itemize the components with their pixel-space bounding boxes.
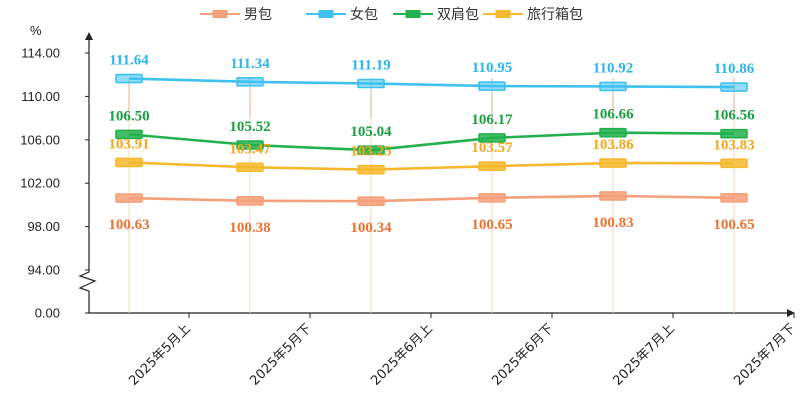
legend-item-2: 女包 xyxy=(306,6,378,23)
data-label: 103.91 xyxy=(108,136,149,152)
legend-marker xyxy=(495,10,511,18)
data-point xyxy=(236,77,264,87)
x-tick-label: 2025年7月下 xyxy=(731,321,798,388)
series-4 xyxy=(115,157,748,175)
series-line xyxy=(128,194,735,203)
legend-label: 男包 xyxy=(244,7,272,23)
y-tick-label: 98.00 xyxy=(27,219,60,234)
data-label: 103.47 xyxy=(229,141,271,157)
x-tick-label: 2025年6月上 xyxy=(368,321,435,388)
data-label: 106.66 xyxy=(592,107,634,123)
data-point xyxy=(720,128,748,139)
data-label: 105.04 xyxy=(350,124,392,140)
y-tick-label: 106.00 xyxy=(20,132,60,147)
x-axis: 2025年5月上 2025年5月下 2025年6月上 2025年6月下 2025年7月上… xyxy=(89,309,799,389)
data-point xyxy=(478,193,506,203)
series-1 xyxy=(115,191,748,207)
data-point xyxy=(115,73,143,84)
x-tick-label: 2025年7月上 xyxy=(610,321,677,388)
series-2 xyxy=(115,73,748,92)
data-point xyxy=(115,193,143,203)
data-label: 105.52 xyxy=(229,119,270,135)
data-label: 106.50 xyxy=(108,108,149,124)
data-label: 100.63 xyxy=(108,217,149,233)
data-label: 103.86 xyxy=(592,137,634,153)
data-labels: 100.63 100.38 100.34 100.65 100.83 100.65 111.… xyxy=(108,53,755,237)
data-label: 111.19 xyxy=(351,57,391,73)
data-point xyxy=(720,193,748,203)
series-lines xyxy=(115,73,748,207)
data-point xyxy=(720,158,748,169)
data-point xyxy=(478,161,506,171)
y-axis-unit: % xyxy=(30,23,42,38)
data-label: 106.56 xyxy=(713,108,755,124)
series-line xyxy=(128,161,735,171)
data-label: 103.57 xyxy=(471,140,513,156)
legend-marker xyxy=(405,10,421,18)
data-label: 106.17 xyxy=(471,112,513,128)
x-axis-arrow xyxy=(787,309,795,317)
y-tick-label: 114.00 xyxy=(21,46,60,61)
data-point xyxy=(599,158,627,168)
y-axis: 0.00 94.00 98.00 102.00 106.00 110.00 114.00 xyxy=(20,32,97,321)
data-point xyxy=(478,133,506,143)
data-point xyxy=(599,127,627,138)
data-label: 103.25 xyxy=(350,144,391,160)
legend-item-3: 双肩包 xyxy=(393,7,479,23)
series-3 xyxy=(115,127,748,156)
data-label: 100.65 xyxy=(713,217,754,233)
data-point xyxy=(357,196,385,207)
data-point xyxy=(478,81,506,91)
legend: 男包 女包 双肩包 旅行箱包 xyxy=(200,6,583,23)
data-label: 103.83 xyxy=(713,137,754,153)
legend-marker xyxy=(318,10,334,18)
data-point xyxy=(115,129,143,140)
legend-item-1: 男包 xyxy=(200,7,272,23)
y-axis-line xyxy=(78,36,97,313)
data-point xyxy=(357,145,385,156)
data-label: 100.65 xyxy=(471,217,512,233)
data-label: 100.38 xyxy=(229,220,270,236)
y-tick-label: 110.00 xyxy=(21,89,60,104)
legend-label: 女包 xyxy=(350,6,378,23)
x-tick-label: 2025年5月下 xyxy=(247,321,314,388)
x-tick-label: 2025年5月上 xyxy=(126,321,193,388)
y-tick-label: 94.00 xyxy=(27,263,60,278)
data-label: 110.86 xyxy=(714,61,755,77)
data-label: 110.95 xyxy=(472,60,512,76)
data-point xyxy=(599,191,627,201)
series-line xyxy=(128,77,735,89)
data-point xyxy=(115,157,143,168)
data-point xyxy=(720,82,748,92)
data-point xyxy=(236,162,264,173)
data-label: 100.83 xyxy=(592,215,633,231)
data-point xyxy=(236,195,264,206)
data-label: 100.34 xyxy=(350,220,392,236)
y-tick-label: 102.00 xyxy=(20,176,60,191)
x-tick-label: 2025年6月下 xyxy=(489,321,556,388)
data-label: 111.64 xyxy=(109,53,149,69)
data-point xyxy=(357,164,385,175)
data-point xyxy=(357,78,385,89)
y-axis-arrow xyxy=(85,32,93,40)
y-tick-label: 0.00 xyxy=(35,306,60,321)
legend-label: 旅行箱包 xyxy=(527,7,583,23)
series-line xyxy=(128,131,735,152)
data-point xyxy=(599,81,627,92)
legend-label: 双肩包 xyxy=(437,7,479,23)
data-label: 111.34 xyxy=(230,56,270,72)
legend-item-4: 旅行箱包 xyxy=(483,7,583,23)
legend-marker xyxy=(212,10,228,18)
data-point xyxy=(236,140,264,150)
data-label: 110.92 xyxy=(593,60,633,76)
